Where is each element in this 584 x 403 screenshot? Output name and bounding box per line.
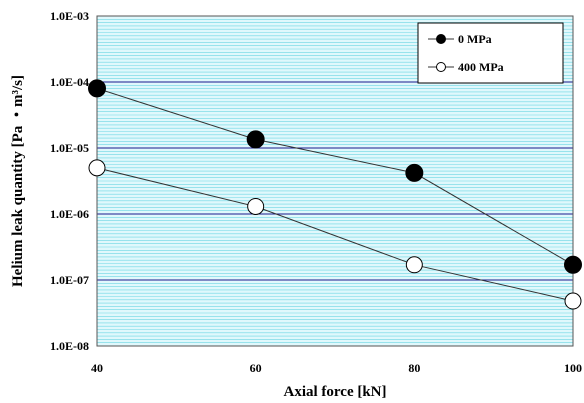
legend-label: 400 MPa <box>458 60 504 74</box>
series-line <box>96 167 574 302</box>
x-axis-title: Axial force [kN] <box>283 384 386 400</box>
x-axis-ticks: 40 60 80 100 <box>91 361 582 375</box>
y-tick-label: 1.0E-06 <box>50 207 89 221</box>
x-tick-label: 40 <box>91 361 103 375</box>
data-point <box>564 255 582 274</box>
series-2 <box>88 159 582 310</box>
x-tick-label: 100 <box>564 361 582 375</box>
data-point <box>88 79 106 98</box>
x-tick-label: 60 <box>250 361 262 375</box>
y-tick-label: 1.0E-07 <box>50 273 89 287</box>
y-tick-label: 1.0E-05 <box>50 141 89 155</box>
legend-item: 0 MPa <box>428 32 492 46</box>
y-axis-ticks: 1.0E-03 1.0E-04 1.0E-05 1.0E-06 1.0E-07 1.0E-… <box>50 9 89 353</box>
series-group <box>88 79 582 310</box>
y-tick-label: 1.0E-08 <box>50 339 89 353</box>
series-1 <box>88 79 582 274</box>
series-line <box>96 87 574 266</box>
legend-marker <box>436 34 446 44</box>
legend-label: 0 MPa <box>458 32 492 46</box>
major-gridlines <box>97 81 573 281</box>
legend-marker <box>436 62 446 72</box>
data-point <box>405 163 424 182</box>
data-point <box>405 256 423 274</box>
legend-box <box>417 22 564 84</box>
data-point <box>247 197 265 215</box>
data-point <box>246 130 265 149</box>
plot-frame <box>96 15 574 347</box>
minor-gridlines <box>97 18 573 344</box>
y-axis-title: Helium leak quantity [Pa ・m³/s] <box>10 75 26 287</box>
data-point <box>564 292 582 310</box>
x-tick-label: 80 <box>408 361 420 375</box>
legend-item: 400 MPa <box>428 60 504 74</box>
data-point <box>88 159 106 177</box>
y-tick-label: 1.0E-04 <box>50 75 89 89</box>
legend: 0 MPa 400 MPa <box>417 22 564 84</box>
y-tick-label: 1.0E-03 <box>50 9 89 23</box>
